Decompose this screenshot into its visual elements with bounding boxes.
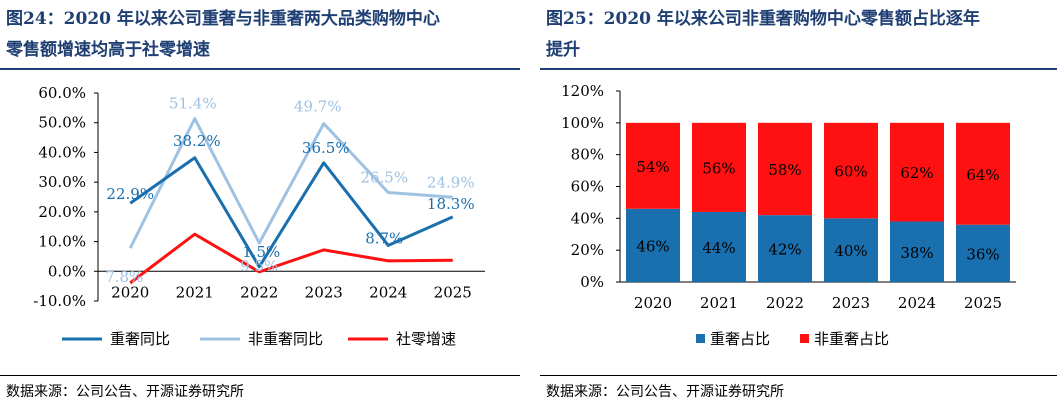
- right-title-line2: 提升: [546, 40, 580, 60]
- data-label-heavy-luxury: 22.9%: [106, 185, 154, 203]
- left-title-line2: 零售额增速均高于社零增速: [6, 40, 210, 60]
- x-tick-label: 2023: [832, 294, 870, 312]
- x-tick-label: 2021: [176, 283, 214, 301]
- data-label-non-heavy-luxury: 7.8%: [105, 268, 143, 286]
- y-tick-label: -10.0%: [33, 292, 86, 310]
- y-tick-label: 20%: [571, 241, 604, 259]
- y-tick-label: 0.0%: [48, 262, 86, 280]
- x-tick-label: 2025: [964, 294, 1002, 312]
- y-tick-label: 40.0%: [38, 143, 86, 161]
- bar-label-non-heavy-luxury: 62%: [900, 164, 933, 182]
- right-chart-title: 图25：2020 年以来公司非重奢购物中心零售额占比逐年 提升: [546, 4, 1056, 66]
- bar-label-heavy-luxury: 42%: [768, 241, 801, 259]
- right-title-rule: [540, 68, 1057, 70]
- x-tick-label: 2024: [898, 294, 936, 312]
- bar-label-non-heavy-luxury: 54%: [636, 158, 669, 176]
- bar-label-non-heavy-luxury: 56%: [702, 159, 735, 177]
- bar-label-heavy-luxury: 38%: [900, 244, 933, 262]
- y-tick-label: 120%: [561, 82, 604, 100]
- right-footer-rule: [540, 375, 1057, 376]
- y-tick-label: 80%: [571, 146, 604, 164]
- left-source-note: 数据来源：公司公告、开源证券研究所: [6, 384, 244, 400]
- bar-label-heavy-luxury: 46%: [636, 237, 669, 255]
- bar-heavy-luxury: [758, 215, 812, 282]
- bar-label-heavy-luxury: 44%: [702, 239, 735, 257]
- left-title-line1: 图24：2020 年以来公司重奢与非重奢两大品类购物中心: [6, 9, 440, 29]
- data-label-non-heavy-luxury: 9.5%: [240, 257, 278, 275]
- left-panel: 图24：2020 年以来公司重奢与非重奢两大品类购物中心 零售额增速均高于社零增…: [0, 0, 520, 405]
- right-title-line1: 图25：2020 年以来公司非重奢购物中心零售额占比逐年: [546, 9, 980, 29]
- legend-heavy-luxury-label: 重奢同比: [110, 330, 170, 348]
- x-tick-label: 2025: [434, 283, 472, 301]
- y-tick-label: 100%: [561, 114, 604, 132]
- y-tick-label: 20.0%: [38, 203, 86, 221]
- right-panel: 图25：2020 年以来公司非重奢购物中心零售额占比逐年 提升 120% 100%…: [540, 0, 1057, 405]
- legend-non-heavy-luxury-label: 非重奢同比: [248, 330, 323, 348]
- x-tick-label: 2023: [305, 283, 343, 301]
- legend-non-heavy-luxury-label: 非重奢占比: [814, 330, 889, 348]
- legend-non-heavy-luxury-swatch: [800, 334, 809, 343]
- left-line-chart: 60.0% 50.0% 40.0% 30.0% 20.0% 10.0% 0.0% -10.0%…: [33, 84, 485, 348]
- y-tick-label: 50.0%: [38, 114, 86, 132]
- x-tick-label: 2022: [240, 283, 278, 301]
- bar-heavy-luxury: [824, 218, 878, 282]
- data-label-non-heavy-luxury: 26.5%: [360, 169, 408, 187]
- bar-non-heavy-luxury: [890, 122, 944, 222]
- series-line-retail-sales: [129, 232, 453, 285]
- legend-heavy-luxury-label: 重奢占比: [710, 330, 770, 348]
- data-label-heavy-luxury: 18.3%: [427, 195, 475, 213]
- data-label-heavy-luxury: 8.7%: [365, 229, 403, 247]
- left-title-rule: [0, 68, 520, 70]
- legend-retail-sales-label: 社零增速: [396, 330, 456, 348]
- series-line-heavy-luxury: [129, 156, 454, 269]
- y-tick-label: 0%: [580, 273, 604, 291]
- bar-label-non-heavy-luxury: 60%: [834, 163, 867, 181]
- x-tick-label: 2024: [369, 283, 407, 301]
- x-tick-label: 2020: [634, 294, 672, 312]
- bar-label-non-heavy-luxury: 58%: [768, 161, 801, 179]
- bar-heavy-luxury: [890, 221, 944, 282]
- data-label-heavy-luxury: 1.5%: [242, 243, 280, 261]
- data-label-heavy-luxury: 36.5%: [302, 139, 350, 157]
- bar-heavy-luxury: [956, 224, 1010, 282]
- bar-non-heavy-luxury: [692, 122, 746, 212]
- y-tick-label: 10.0%: [38, 233, 86, 251]
- bar-heavy-luxury: [692, 211, 746, 282]
- bar-non-heavy-luxury: [626, 122, 680, 209]
- right-stacked-bar-chart: 120% 100% 80% 60% 40% 20% 0% 46% 54% 2020 44% 56% 20…: [561, 82, 1016, 348]
- legend-heavy-luxury-swatch: [696, 334, 705, 343]
- bar-label-non-heavy-luxury: 64%: [966, 166, 999, 184]
- bar-non-heavy-luxury: [956, 122, 1010, 225]
- data-label-non-heavy-luxury: 51.4%: [169, 95, 217, 113]
- data-label-non-heavy-luxury: 24.9%: [427, 173, 475, 191]
- bar-non-heavy-luxury: [824, 122, 878, 219]
- bar-heavy-luxury: [626, 208, 680, 282]
- y-tick-label: 60.0%: [38, 84, 86, 102]
- y-tick-label: 60%: [571, 178, 604, 196]
- bar-non-heavy-luxury: [758, 122, 812, 216]
- bar-label-heavy-luxury: 36%: [966, 245, 999, 263]
- left-chart-title: 图24：2020 年以来公司重奢与非重奢两大品类购物中心 零售额增速均高于社零增…: [6, 4, 516, 66]
- left-footer-rule: [0, 375, 520, 376]
- bar-label-heavy-luxury: 40%: [834, 242, 867, 260]
- x-tick-label: 2020: [111, 283, 149, 301]
- y-tick-label: 40%: [571, 209, 604, 227]
- x-tick-label: 2022: [766, 294, 804, 312]
- x-tick-label: 2021: [700, 294, 738, 312]
- right-source-note: 数据来源：公司公告、开源证券研究所: [546, 384, 784, 400]
- data-label-non-heavy-luxury: 49.7%: [294, 98, 342, 116]
- y-tick-label: 30.0%: [38, 173, 86, 191]
- data-label-heavy-luxury: 38.2%: [173, 132, 221, 150]
- series-line-non-heavy-luxury: [128, 117, 453, 249]
